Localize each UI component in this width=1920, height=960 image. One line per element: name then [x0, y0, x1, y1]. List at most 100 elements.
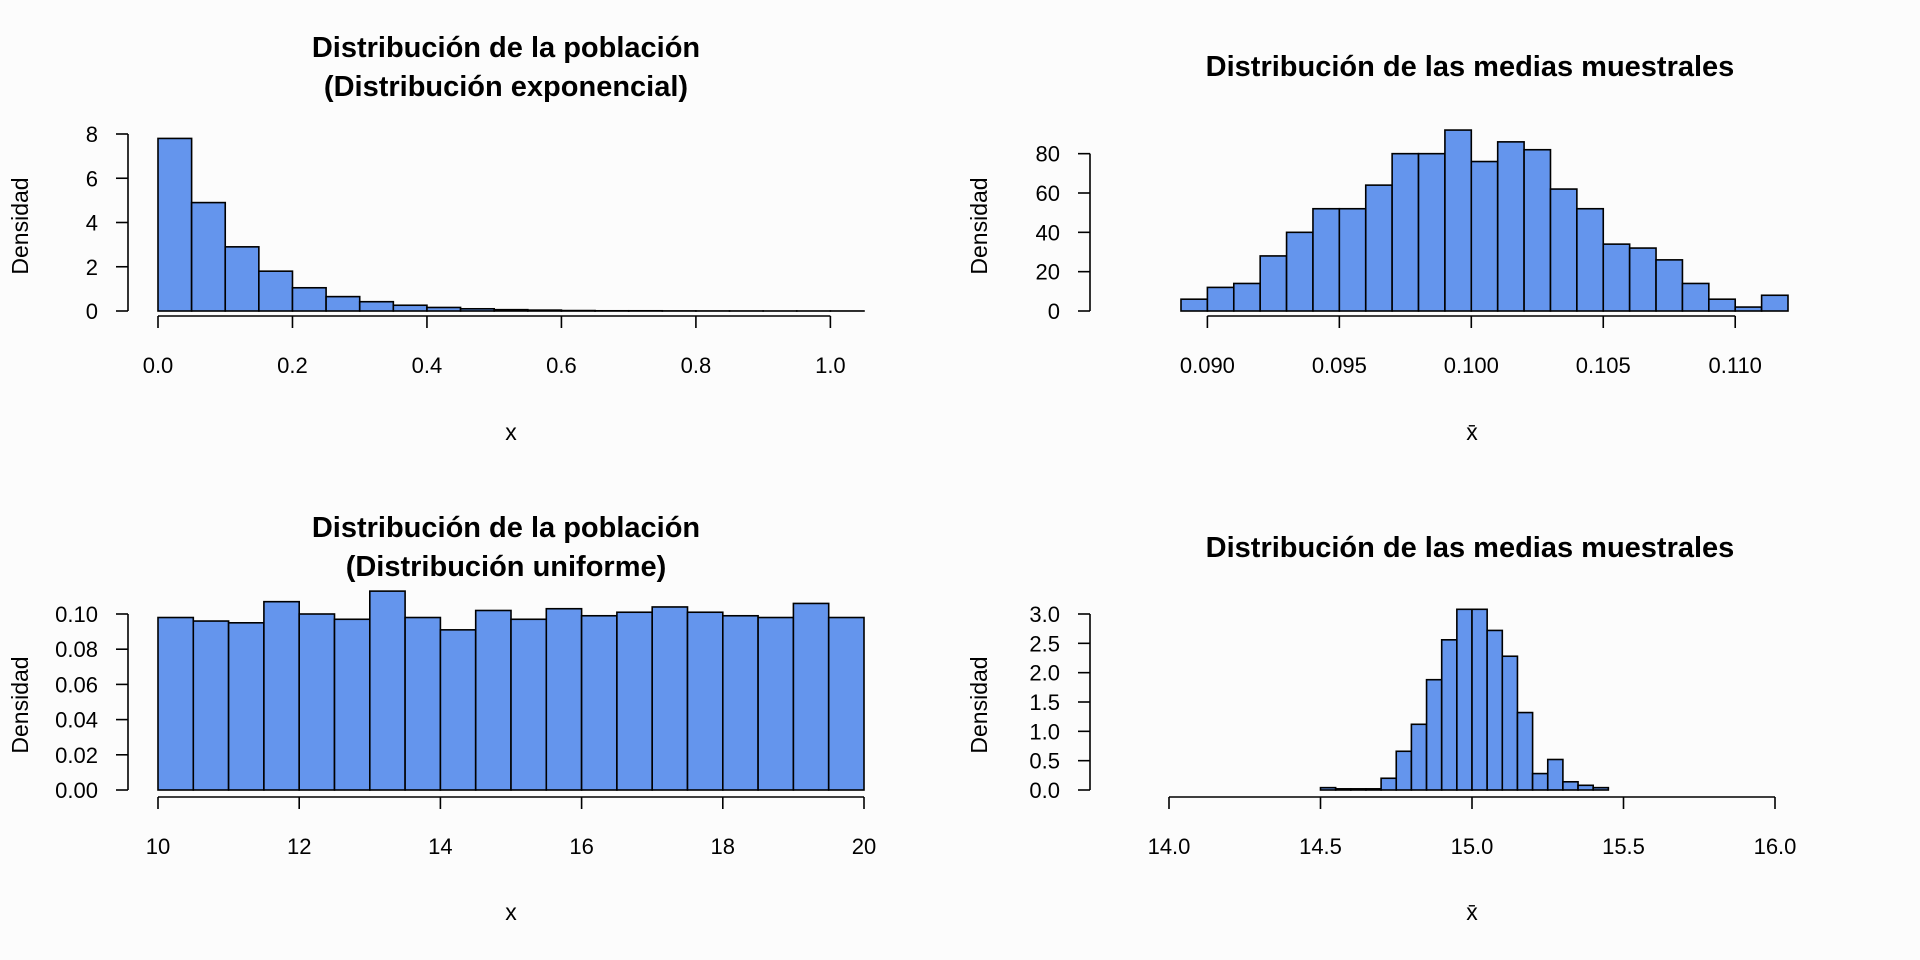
- histogram-bar: [1760, 294, 1789, 312]
- x-tick-label: 0.2: [277, 353, 308, 378]
- chart-title-line: Distribución de la población: [312, 512, 700, 544]
- histogram-bar: [1232, 282, 1261, 312]
- y-axis-label: Densidad: [966, 656, 992, 753]
- histogram-bar: [263, 600, 300, 791]
- histogram-bar: [1546, 758, 1564, 791]
- x-axis-label: x̄: [1466, 419, 1478, 445]
- y-tick-label: 0.10: [55, 602, 98, 627]
- histogram-panel-4: Distribución de las medias muestrales 14.…: [966, 532, 1796, 925]
- histogram-bar: [1312, 207, 1341, 312]
- y-tick-label: 20: [1036, 260, 1060, 285]
- histogram-bar: [224, 246, 260, 312]
- histogram-bar: [1285, 231, 1314, 312]
- histogram-bar: [227, 621, 265, 791]
- y-tick-label: 2.5: [1029, 631, 1060, 656]
- y-tick-label: 60: [1036, 181, 1060, 206]
- histogram-bar: [258, 270, 294, 312]
- x-tick-label: 10: [146, 834, 170, 859]
- histogram-bar: [1734, 306, 1763, 312]
- x-tick-label: 1.0: [815, 353, 846, 378]
- x-tick-label: 20: [852, 834, 876, 859]
- y-tick-label: 6: [86, 166, 98, 191]
- y-tick-label: 1.5: [1029, 690, 1060, 715]
- y-tick-label: 0.00: [55, 778, 98, 803]
- histogram-bar: [1576, 207, 1605, 312]
- histogram-bar: [1628, 247, 1657, 312]
- histogram-bar: [1516, 711, 1534, 791]
- y-tick-label: 0.02: [55, 743, 98, 768]
- chart-title-line: Distribución de la población: [312, 32, 700, 64]
- chart-title-line: (Distribución exponencial): [324, 71, 688, 103]
- y-axis-label: Densidad: [966, 177, 992, 274]
- chart-title-line: Distribución de las medias muestrales: [1206, 532, 1735, 564]
- x-tick-label: 12: [287, 834, 311, 859]
- histogram-bar: [325, 295, 361, 312]
- histogram-bar: [1319, 786, 1337, 791]
- histogram-bar: [439, 629, 477, 791]
- y-tick-label: 0: [1048, 299, 1060, 324]
- y-tick-label: 4: [86, 211, 98, 236]
- chart-title-line: (Distribución uniforme): [346, 551, 667, 583]
- x-tick-label: 14: [428, 834, 452, 859]
- histogram-bar: [1259, 255, 1288, 312]
- x-tick-label: 16.0: [1754, 834, 1797, 859]
- histogram-bar: [527, 309, 563, 312]
- histogram-bar: [1444, 129, 1473, 312]
- y-tick-label: 0.08: [55, 637, 98, 662]
- histogram-bar: [1338, 207, 1367, 312]
- x-tick-label: 0.105: [1576, 353, 1631, 378]
- histogram-bar: [291, 286, 327, 312]
- histogram-bar: [1380, 777, 1398, 791]
- y-tick-label: 0.0: [1029, 778, 1060, 803]
- histogram-bar: [1365, 788, 1382, 791]
- histogram-bar: [1592, 786, 1610, 791]
- histogram-bar: [333, 618, 371, 791]
- x-axis-label: x: [505, 419, 517, 445]
- histogram-bar: [1486, 629, 1504, 791]
- y-tick-label: 8: [86, 122, 98, 147]
- histogram-bar: [1395, 750, 1413, 791]
- histogram-bar: [1410, 723, 1428, 791]
- histogram-bar: [1206, 286, 1235, 312]
- histogram-bar: [1440, 639, 1458, 791]
- histogram-bar: [392, 304, 428, 312]
- histogram-bar: [1471, 608, 1488, 791]
- y-axis-label: Densidad: [7, 177, 33, 274]
- x-tick-label: 0.6: [546, 353, 577, 378]
- histogram-bar: [459, 307, 495, 312]
- histogram-bar: [474, 609, 512, 791]
- histogram-panel-1: Distribución de la población (Distribució…: [7, 32, 865, 445]
- x-axis-label: x: [505, 899, 517, 925]
- histogram-bar: [545, 607, 583, 791]
- x-tick-label: 0.0: [143, 353, 174, 378]
- histogram-bar: [368, 590, 406, 791]
- y-tick-label: 0.06: [55, 672, 98, 697]
- histogram-bar: [157, 616, 195, 791]
- y-tick-label: 1.0: [1029, 719, 1060, 744]
- histogram-bar: [1425, 678, 1443, 791]
- x-tick-label: 15.0: [1451, 834, 1494, 859]
- x-tick-label: 14.0: [1148, 834, 1191, 859]
- histogram-bar: [1417, 152, 1446, 312]
- histogram-bar: [1501, 655, 1519, 791]
- histogram-panel-2: Distribución de las medias muestrales 0.0…: [966, 51, 1789, 445]
- histogram-bar: [651, 606, 689, 791]
- histogram-bar: [1655, 259, 1684, 312]
- y-tick-label: 80: [1036, 142, 1060, 167]
- chart-title-line: Distribución de las medias muestrales: [1206, 51, 1735, 83]
- y-tick-label: 40: [1036, 220, 1060, 245]
- histogram-bar: [1456, 608, 1473, 791]
- y-tick-label: 2: [86, 255, 98, 280]
- histogram-bar: [1681, 282, 1710, 312]
- y-tick-label: 0.04: [55, 708, 98, 733]
- histogram-bar: [1562, 780, 1579, 791]
- histogram-bar: [510, 618, 548, 791]
- histogram-bar: [1531, 772, 1549, 791]
- x-tick-label: 0.8: [681, 353, 712, 378]
- x-tick-label: 18: [711, 834, 735, 859]
- histogram-bar: [616, 611, 654, 791]
- x-axis-label: x̄: [1466, 899, 1478, 925]
- x-tick-label: 15.5: [1602, 834, 1645, 859]
- histogram-bar: [721, 614, 759, 791]
- histogram-bar: [1523, 148, 1552, 312]
